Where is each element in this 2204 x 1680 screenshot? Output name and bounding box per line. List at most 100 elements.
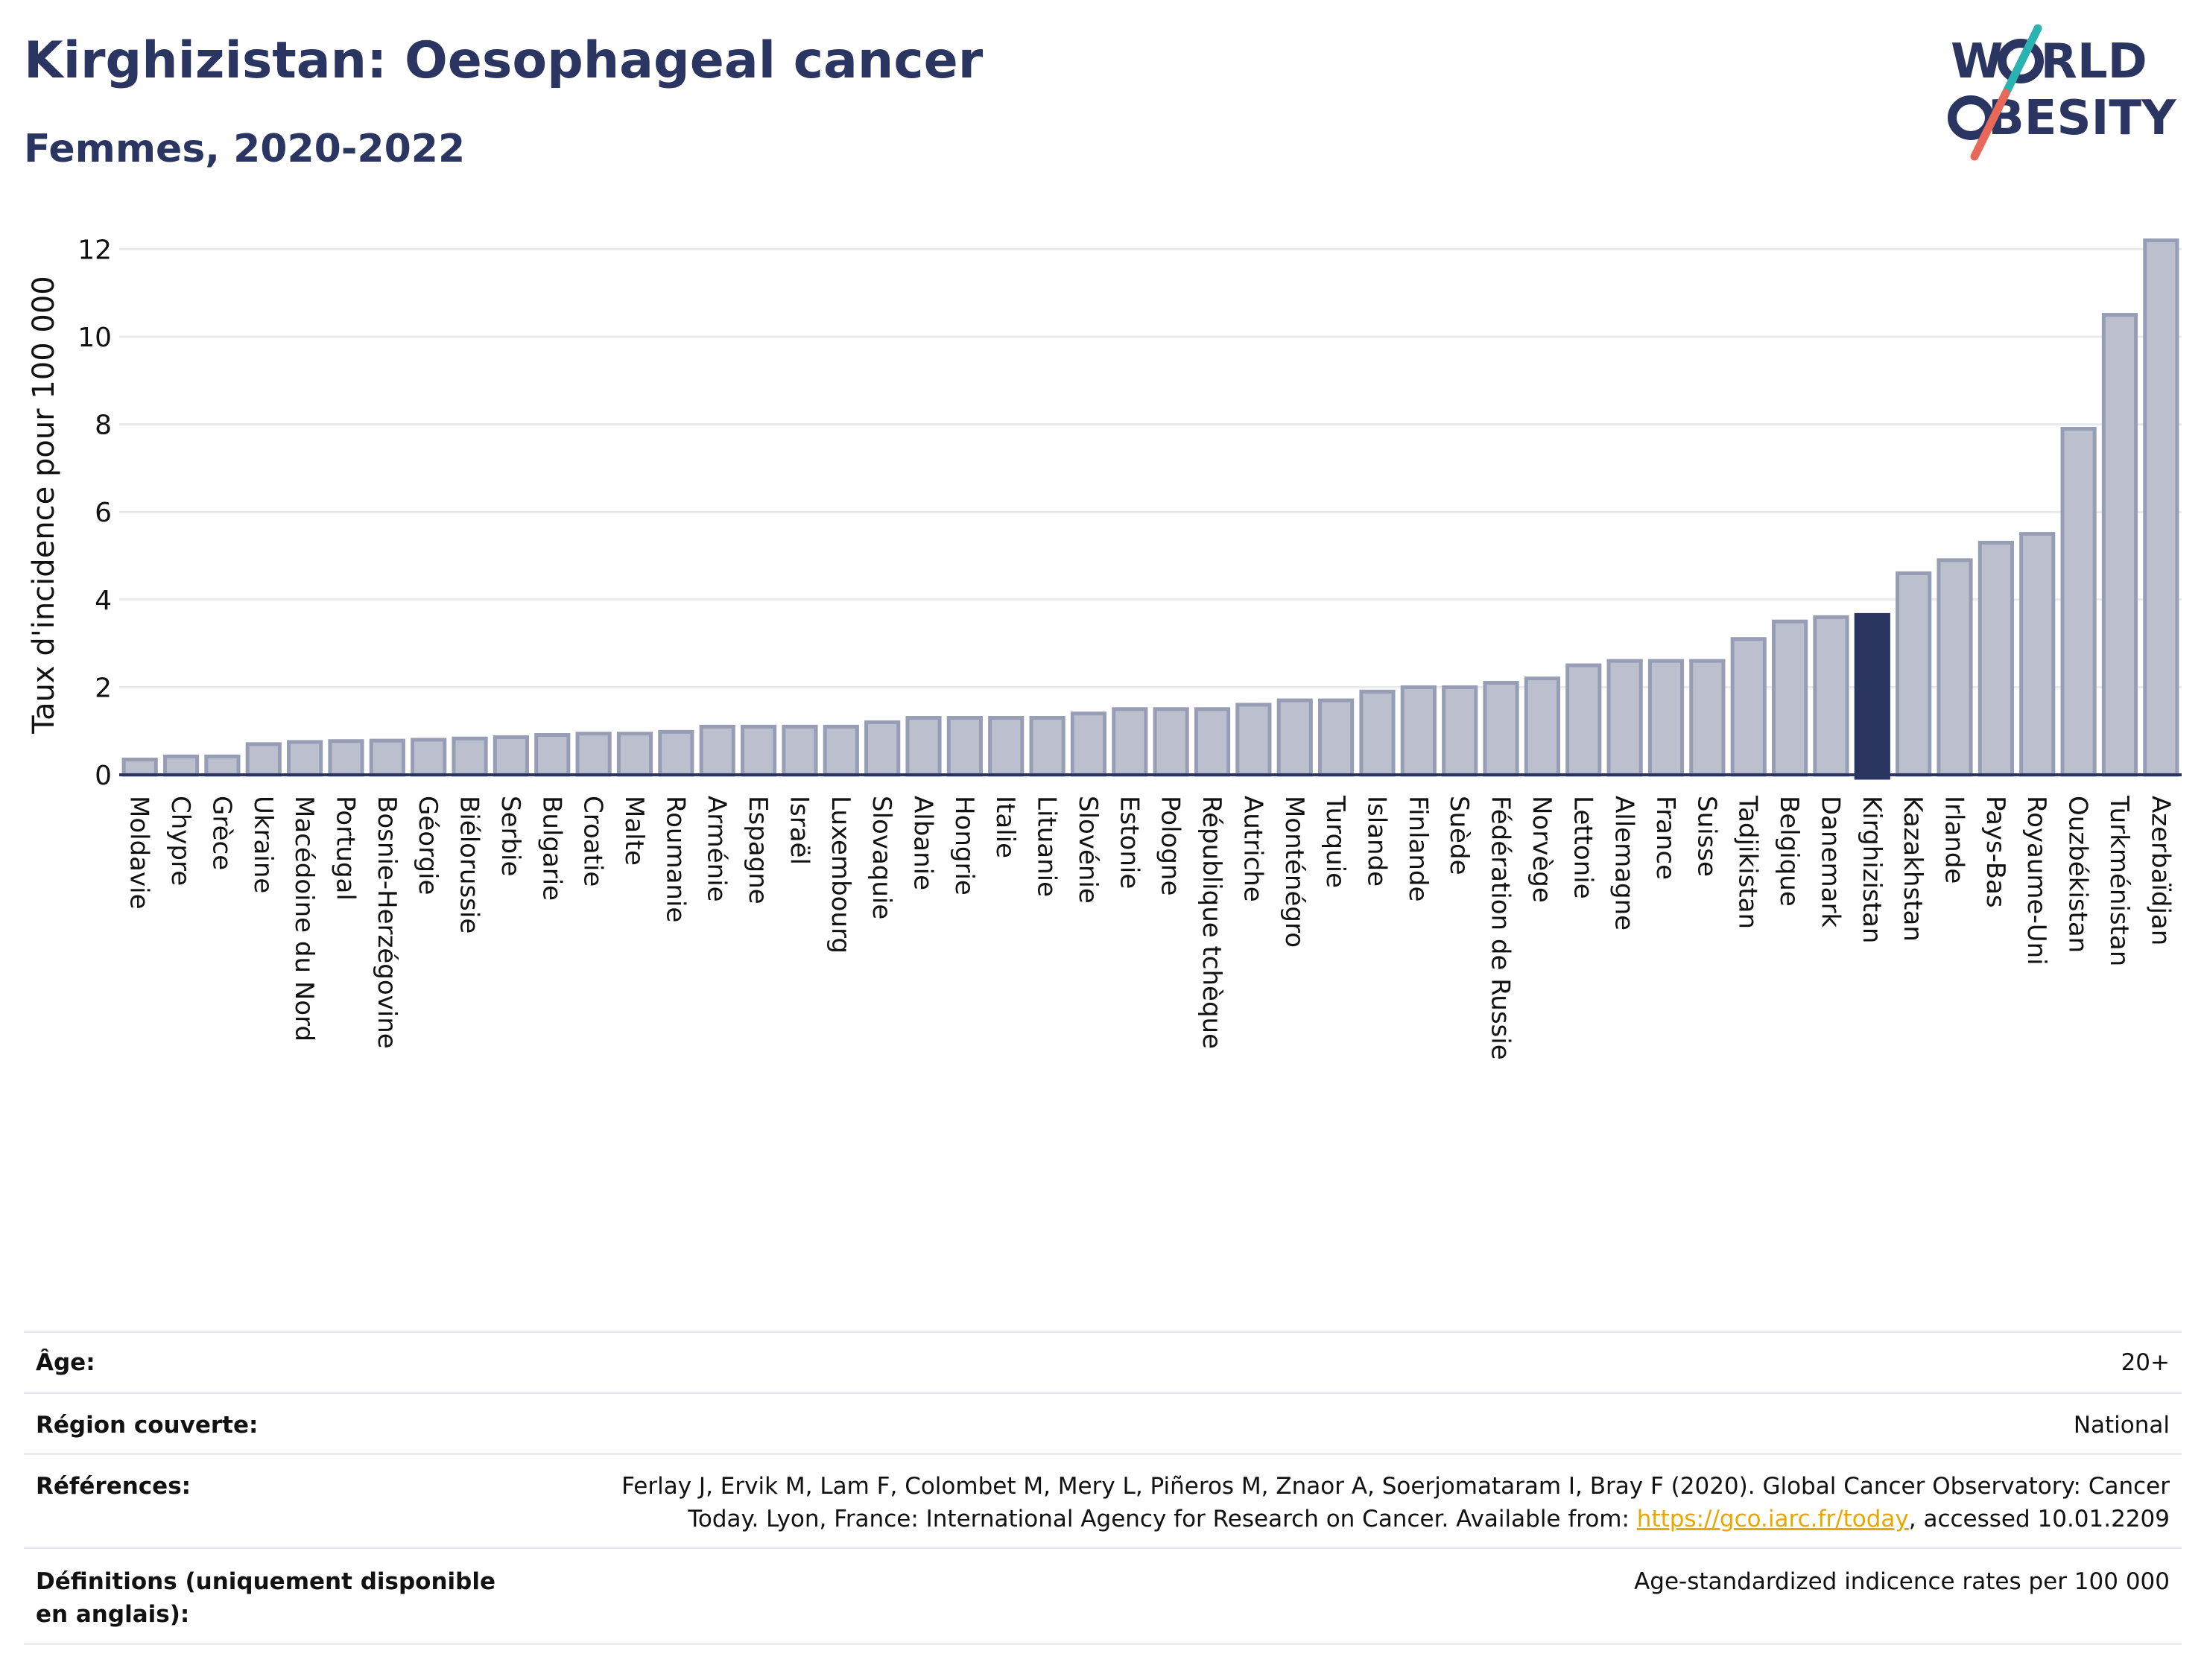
bar-islande[interactable]	[1359, 689, 1396, 777]
x-tick-label: Irlande	[1939, 796, 1969, 884]
y-axis-label: Taux d'incidence pour 100 000	[27, 276, 61, 734]
bar-gr-ce[interactable]	[204, 754, 241, 777]
x-tick-label: Hongrie	[949, 796, 979, 896]
y-axis-ticks: 0 2 4 6 8 10 12	[77, 235, 112, 791]
x-tick-label: Grèce	[206, 796, 236, 870]
x-tick-label: Albanie	[908, 796, 938, 890]
meta-references-line2: Today. Lyon, France: International Agenc…	[605, 1503, 2170, 1535]
x-tick-label: Slovénie	[1073, 796, 1103, 904]
x-tick-label: Estonie	[1114, 796, 1144, 889]
x-tick-label: Allemagne	[1609, 796, 1639, 931]
bar-france[interactable]	[1647, 659, 1685, 777]
bar-chart: 0 2 4 6 8 10 12 Moldavie Chypre Grèce Ukraine Macé…	[27, 235, 2182, 1060]
bar-bi-lorussie[interactable]	[452, 736, 488, 777]
bar-moldavie[interactable]	[121, 757, 158, 777]
bar-slovaquie[interactable]	[864, 720, 901, 777]
bar-albanie[interactable]	[905, 716, 942, 777]
meta-row-age: Âge: 20+	[24, 1331, 2182, 1394]
bar-malte[interactable]	[616, 732, 653, 777]
meta-row-references: Références: Ferlay J, Ervik M, Lam F, Co…	[24, 1453, 2182, 1549]
bar-italie[interactable]	[988, 716, 1025, 777]
bar-kirghizistan[interactable]	[1854, 612, 1890, 780]
x-tick-label: Royaume-Uni	[2021, 796, 2051, 966]
bar-croatie[interactable]	[575, 732, 612, 777]
bar-serbie[interactable]	[493, 735, 530, 777]
bar-hongrie[interactable]	[946, 716, 983, 777]
bar-portugal[interactable]	[328, 739, 364, 777]
reference-link[interactable]: https://gco.iarc.fr/today	[1636, 1506, 1909, 1532]
y-tick-label: 12	[77, 235, 112, 265]
bar-ouzb-kistan[interactable]	[2060, 426, 2097, 777]
bar-autriche[interactable]	[1235, 703, 1272, 777]
meta-row-definitions: Définitions (uniquement disponible en an…	[24, 1547, 2182, 1645]
bar-lettonie[interactable]	[1565, 663, 1602, 777]
x-tick-label: Espagne	[743, 796, 773, 904]
meta-definitions-value: Age-standardized indicence rates per 100…	[1634, 1568, 2170, 1595]
gridlines	[119, 247, 2182, 688]
bar-espagne[interactable]	[740, 724, 777, 777]
meta-region-value: National	[2073, 1412, 2170, 1439]
bar-bosnie-herz-govine[interactable]	[369, 738, 405, 777]
x-tick-label: Lituanie	[1032, 796, 1062, 897]
x-tick-label: Chypre	[165, 796, 195, 886]
x-tick-label: Géorgie	[413, 796, 443, 895]
x-tick-label: Tadjikistan	[1733, 795, 1763, 929]
bar-turkm-nistan[interactable]	[2101, 313, 2138, 777]
bar-royaume-uni[interactable]	[2019, 532, 2056, 777]
bar-turquie[interactable]	[1318, 698, 1355, 777]
bar-pays-bas[interactable]	[1977, 540, 2014, 777]
bar-pologne[interactable]	[1153, 707, 1189, 777]
bar-allemagne[interactable]	[1606, 659, 1643, 777]
bar-mac-doine-du-nord[interactable]	[287, 740, 323, 777]
bar-mont-n-gro[interactable]	[1276, 698, 1313, 777]
bar-lituanie[interactable]	[1029, 716, 1065, 777]
x-tick-label: Bosnie-Herzégovine	[372, 796, 402, 1049]
x-tick-label: Monténégro	[1279, 796, 1309, 948]
x-tick-label: Suède	[1444, 796, 1474, 875]
x-tick-label: Azerbaïdjan	[2145, 796, 2175, 945]
x-tick-label: Suisse	[1691, 796, 1721, 877]
bars	[121, 238, 2179, 780]
x-tick-label: Biélorussie	[455, 796, 484, 933]
meta-references-label: Références:	[36, 1473, 191, 1500]
x-tick-label: Pays-Bas	[1980, 796, 2010, 908]
bar-luxembourg[interactable]	[823, 724, 859, 777]
bar-norv-ge[interactable]	[1524, 676, 1561, 777]
x-tick-label: Finlande	[1403, 796, 1433, 901]
meta-row-region: Région couverte: National	[24, 1392, 2182, 1455]
bar-chypre[interactable]	[162, 754, 200, 777]
bar-estonie[interactable]	[1112, 707, 1148, 777]
x-axis-labels: Moldavie Chypre Grèce Ukraine Macédoine du N…	[124, 795, 2176, 1060]
meta-references-text: Today. Lyon, France: International Agenc…	[688, 1506, 1637, 1532]
bar-irlande[interactable]	[1937, 558, 1973, 777]
x-tick-label: Macédoine du Nord	[289, 796, 319, 1042]
bar-isra-l[interactable]	[782, 724, 818, 777]
bar-g-orgie[interactable]	[411, 738, 447, 777]
bar-r-publique-tch-que[interactable]	[1194, 707, 1231, 777]
y-tick-label: 8	[95, 411, 112, 441]
meta-references-accessed: , accessed 10.01.2209	[1908, 1506, 2170, 1532]
x-tick-label: Turkménistan	[2104, 795, 2134, 966]
bar-danemark[interactable]	[1813, 615, 1849, 777]
bar-kazakhstan[interactable]	[1896, 571, 1932, 777]
bar-belgique[interactable]	[1771, 619, 1808, 777]
bar-slov-nie[interactable]	[1070, 711, 1107, 777]
bar-arm-nie[interactable]	[699, 724, 735, 777]
x-tick-label: France	[1650, 796, 1680, 880]
bar-azerba-djan[interactable]	[2143, 238, 2179, 777]
bar-ukraine[interactable]	[245, 742, 282, 777]
logo-text-world: W RLD	[1951, 34, 2147, 89]
bar-f-d-ration-de-russie[interactable]	[1483, 681, 1519, 777]
x-tick-label: Pologne	[1156, 796, 1185, 896]
bar-su-de[interactable]	[1442, 685, 1478, 777]
x-tick-label: Roumanie	[660, 796, 690, 922]
bar-finlande[interactable]	[1400, 685, 1437, 777]
meta-age-label: Âge:	[36, 1349, 95, 1376]
y-tick-label: 0	[95, 761, 112, 791]
bar-suisse[interactable]	[1689, 659, 1726, 777]
chart-subtitle: Femmes, 2020-2022	[24, 127, 466, 171]
bar-bulgarie[interactable]	[534, 732, 571, 777]
x-tick-label: Kazakhstan	[1898, 796, 1928, 942]
bar-roumanie[interactable]	[658, 729, 694, 777]
bar-tadjikistan[interactable]	[1730, 637, 1767, 777]
